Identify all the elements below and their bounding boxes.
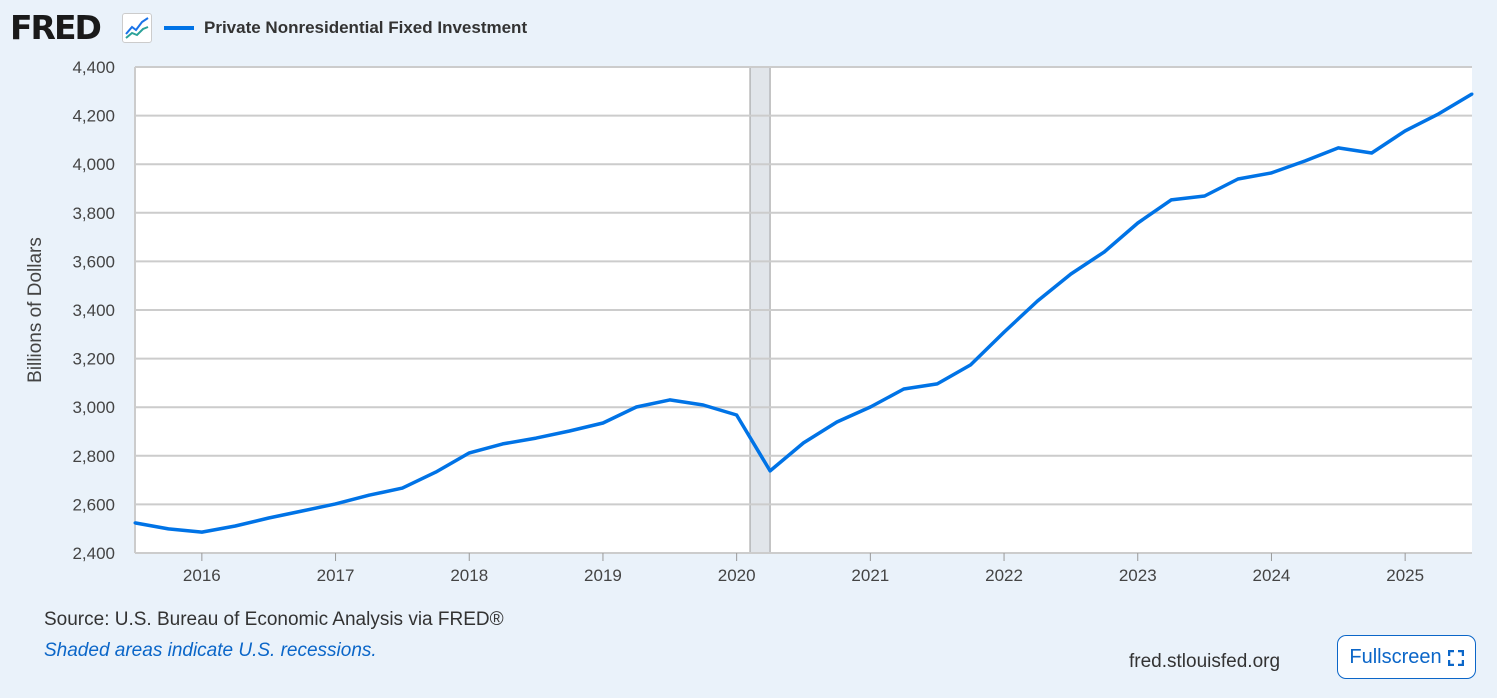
y-tick-label: 3,600 — [72, 252, 115, 271]
data-point — [1403, 129, 1407, 133]
data-point — [969, 363, 973, 367]
data-point — [1370, 151, 1374, 155]
graph-icon[interactable] — [122, 13, 152, 43]
data-point — [735, 413, 739, 417]
data-point — [1136, 221, 1140, 225]
x-tick-label: 2017 — [317, 566, 355, 585]
data-point — [166, 527, 170, 531]
data-point — [1169, 198, 1173, 202]
x-tick-label: 2016 — [183, 566, 221, 585]
data-point — [1203, 194, 1207, 198]
data-point — [835, 420, 839, 424]
data-point — [701, 403, 705, 407]
x-tick-label: 2021 — [851, 566, 889, 585]
data-point — [1236, 177, 1240, 181]
data-point — [267, 516, 271, 520]
data-point — [1069, 272, 1073, 276]
x-tick-label: 2022 — [985, 566, 1023, 585]
data-point — [768, 469, 772, 473]
y-tick-label: 4,400 — [72, 58, 115, 77]
data-point — [868, 405, 872, 409]
data-point — [300, 509, 304, 513]
site-url[interactable]: fred.stlouisfed.org — [1129, 651, 1281, 672]
y-axis-label: Billions of Dollars — [25, 237, 46, 383]
fred-logo[interactable]: FRED — [10, 8, 102, 47]
y-tick-label: 2,800 — [72, 447, 115, 466]
x-tick-label: 2019 — [584, 566, 622, 585]
data-point — [668, 398, 672, 402]
fullscreen-button[interactable]: Fullscreen — [1337, 635, 1476, 679]
source-text: Source: U.S. Bureau of Economic Analysis… — [44, 609, 504, 630]
data-point — [634, 405, 638, 409]
data-point — [367, 493, 371, 497]
legend-line-swatch — [164, 26, 194, 30]
legend: Private Nonresidential Fixed Investment — [164, 18, 527, 38]
data-point — [467, 451, 471, 455]
data-point — [200, 530, 204, 534]
x-tick-label: 2020 — [718, 566, 756, 585]
line-chart: Billions of Dollars 2,400 2,600 2,800 3,000… — [25, 58, 1474, 585]
x-tick-label: 2024 — [1253, 566, 1291, 585]
data-point — [534, 436, 538, 440]
data-point — [1102, 250, 1106, 254]
fullscreen-icon — [1447, 649, 1464, 667]
y-tick-label: 3,400 — [72, 301, 115, 320]
y-tick-label: 3,000 — [72, 398, 115, 417]
fullscreen-label: Fullscreen — [1349, 645, 1442, 668]
data-point — [601, 421, 605, 425]
y-tick-label: 3,200 — [72, 350, 115, 369]
data-point — [1470, 92, 1474, 96]
data-point — [902, 387, 906, 391]
data-point — [400, 486, 404, 490]
y-tick-label: 2,400 — [72, 544, 115, 563]
x-tick-label: 2025 — [1386, 566, 1424, 585]
data-point — [133, 521, 137, 525]
y-tick-label: 2,600 — [72, 495, 115, 514]
x-tick-label: 2023 — [1119, 566, 1157, 585]
data-point — [434, 470, 438, 474]
data-point — [935, 382, 939, 386]
x-tick-label: 2018 — [450, 566, 488, 585]
data-point — [1269, 171, 1273, 175]
y-tick-label: 4,200 — [72, 107, 115, 126]
data-point — [1002, 330, 1006, 334]
y-tick-label: 4,000 — [72, 155, 115, 174]
data-point — [334, 502, 338, 506]
data-point — [1035, 299, 1039, 303]
recession-note: Shaded areas indicate U.S. recessions. — [44, 640, 377, 661]
data-point — [1336, 146, 1340, 150]
data-point — [1303, 159, 1307, 163]
data-point — [501, 442, 505, 446]
data-point — [233, 524, 237, 528]
data-point — [802, 441, 805, 445]
data-point — [568, 429, 572, 433]
y-tick-label: 3,800 — [72, 204, 115, 223]
legend-label: Private Nonresidential Fixed Investment — [204, 18, 528, 37]
data-point — [1437, 112, 1441, 116]
